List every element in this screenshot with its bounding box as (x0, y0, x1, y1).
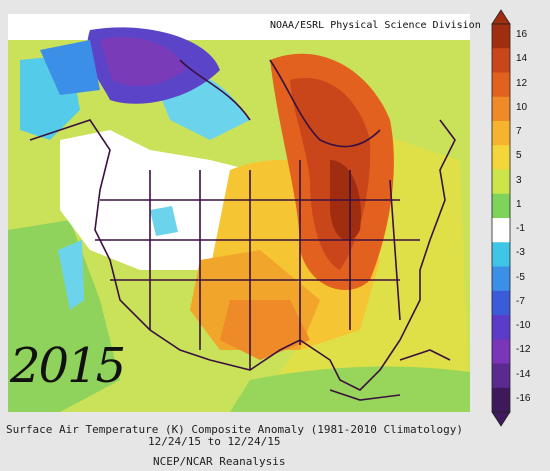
boundaries (29, 59, 456, 401)
colorbar-swatch (492, 266, 510, 292)
colorbar-tick-label: -14 (516, 368, 531, 380)
colorbar-tick-label: 5 (516, 150, 522, 162)
colorbar-tick-label: -10 (516, 320, 531, 332)
caption-source: NCEP/NCAR Reanalysis (153, 455, 286, 468)
colorbar-tick-label: 16 (516, 29, 528, 41)
colorbar-tick-label: -7 (516, 295, 525, 307)
colorbar-swatch (492, 339, 510, 364)
region-pacific-green (8, 220, 120, 412)
colorbar-swatch (492, 363, 510, 389)
colorbar-tick-label: 3 (516, 174, 522, 186)
colorbar-tick-label: 7 (516, 126, 522, 138)
region-green-south (230, 366, 470, 412)
colorbar-tick-label: -5 (516, 271, 525, 283)
us-outline (29, 119, 456, 391)
colorbar-swatch (492, 121, 510, 146)
colorbar-tick-label: 10 (516, 101, 528, 113)
colorbar-bottom-arrow (491, 411, 511, 427)
colorbar-tick-label: 12 (516, 77, 528, 89)
colorbar-swatch (492, 290, 510, 316)
caption-dates: 12/24/15 to 12/24/15 (148, 435, 281, 448)
colorbar-swatch (492, 96, 510, 122)
colorbar-swatch (492, 169, 510, 195)
region-cold-edge (40, 40, 100, 95)
colorbar-tick-label: -3 (516, 247, 525, 259)
colorbar-tick-label: -12 (516, 344, 531, 356)
colorbar-tick-label: -16 (516, 392, 531, 404)
colorbar-swatch (492, 218, 510, 243)
colorbar-swatch (492, 193, 510, 219)
colorbar-swatch (492, 387, 510, 413)
colorbar-swatch (492, 242, 510, 267)
colorbar-swatch (492, 145, 510, 170)
colorbar (491, 9, 511, 427)
year-annotation: 2015 (10, 338, 126, 394)
colorbar-top-arrow (491, 9, 511, 25)
colorbar-swatch (492, 315, 510, 340)
colorbar-tick-label: -1 (516, 223, 525, 235)
region-rockies-blue (150, 206, 178, 236)
colorbar-tick-label: 14 (516, 53, 528, 65)
region-california-blue (58, 240, 84, 310)
caption-title: Surface Air Temperature (K) Composite An… (6, 423, 463, 436)
colorbar-swatch (492, 72, 510, 98)
colorbar-tick-label: 1 (516, 198, 522, 210)
region-texas-orange (220, 300, 310, 360)
region-cold-core-inner (100, 37, 185, 86)
credit-label: NOAA/ESRL Physical Science Division (270, 20, 481, 31)
colorbar-swatch (492, 48, 510, 73)
colorbar-swatch (492, 24, 510, 49)
